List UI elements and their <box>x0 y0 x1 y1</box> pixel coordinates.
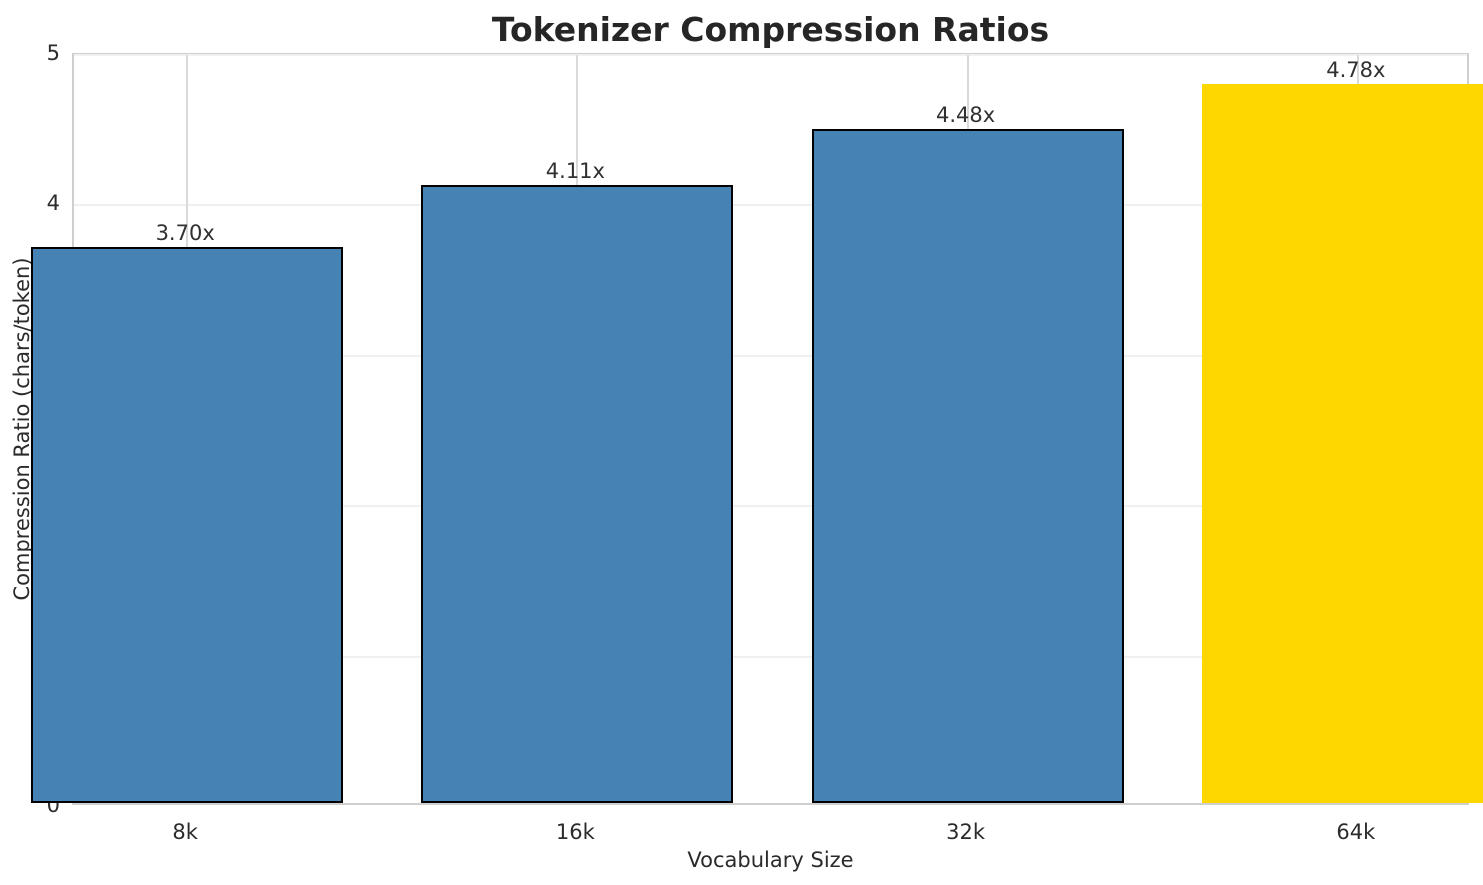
y-tick-label: 4 <box>46 191 60 216</box>
x-axis-label: Vocabulary Size <box>687 848 854 872</box>
x-tick-label: 32k <box>946 820 986 844</box>
gridline-horizontal <box>74 354 1467 357</box>
gridline-horizontal <box>74 655 1467 658</box>
plot-area <box>31 53 1483 805</box>
bar-value-label: 4.78x <box>1326 58 1386 83</box>
bar-value-label: 3.70x <box>155 220 215 245</box>
x-tick-label: 16k <box>555 820 595 844</box>
x-tick-label: 64k <box>1336 820 1376 844</box>
bar-16k <box>421 184 734 803</box>
bar-value-label: 4.48x <box>936 103 996 128</box>
gridline-horizontal <box>74 54 1467 56</box>
chart-title: Tokenizer Compression Ratios <box>491 10 1050 49</box>
bar-value-label: 4.11x <box>545 158 605 183</box>
gridline-horizontal <box>74 204 1467 207</box>
gridline-horizontal <box>74 505 1467 508</box>
bar-64k <box>1201 84 1483 803</box>
bar-32k <box>811 129 1124 803</box>
x-tick-label: 8k <box>172 820 198 844</box>
y-tick-label: 5 <box>46 41 60 65</box>
bar-8k <box>31 246 344 803</box>
